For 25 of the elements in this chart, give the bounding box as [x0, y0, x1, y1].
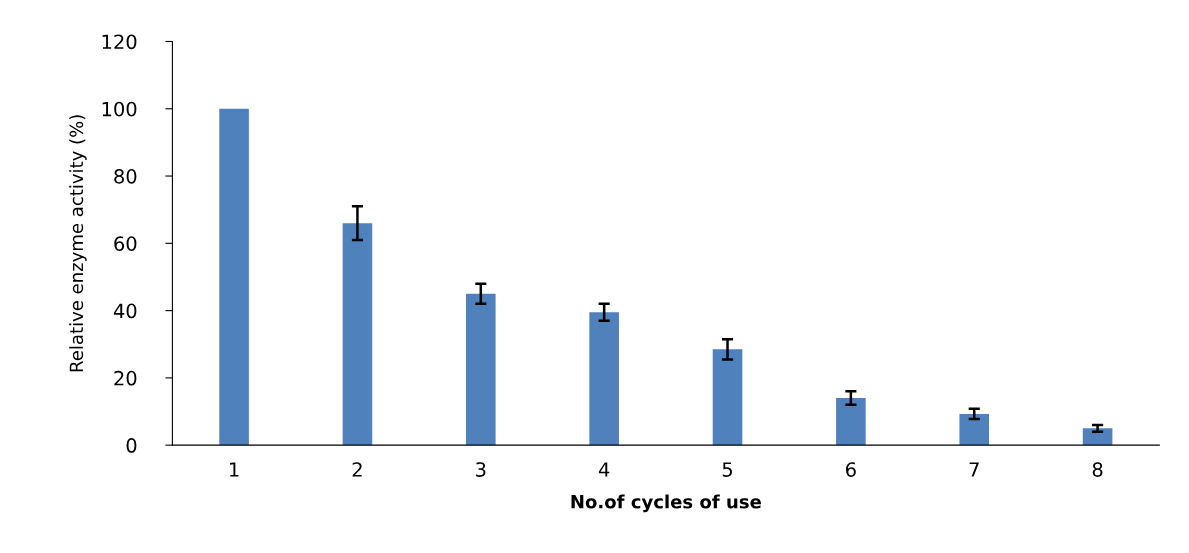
y-tick-label: 60: [114, 236, 137, 251]
x-tick-label: 2: [352, 462, 362, 477]
bar: [712, 349, 743, 446]
y-tick-label: 80: [114, 168, 137, 184]
x-tick-label: 1: [230, 462, 239, 477]
bar: [219, 108, 249, 446]
x-tick-label: 5: [722, 462, 733, 477]
y-tick-label: 20: [114, 370, 137, 386]
x-tick-label: 8: [1092, 462, 1103, 477]
x-tick-label: 3: [476, 462, 486, 477]
x-axis-title: No.of cycles of use: [571, 494, 761, 513]
x-tick-label: 7: [969, 462, 979, 477]
bar: [836, 398, 866, 446]
x-tick-label: 6: [846, 462, 856, 477]
y-tick-label: 100: [102, 101, 137, 117]
y-tick-label: 120: [102, 34, 137, 50]
y-tick-label: 40: [113, 303, 137, 319]
x-tick-label: 4: [598, 462, 610, 477]
bar: [1082, 428, 1113, 446]
bar: [466, 293, 496, 446]
bar: [342, 223, 373, 446]
y-tick-label: 0: [126, 438, 137, 453]
bar: [959, 413, 990, 446]
y-axis-title: Relative enzyme activity (%): [69, 115, 87, 372]
bar: [589, 312, 619, 446]
